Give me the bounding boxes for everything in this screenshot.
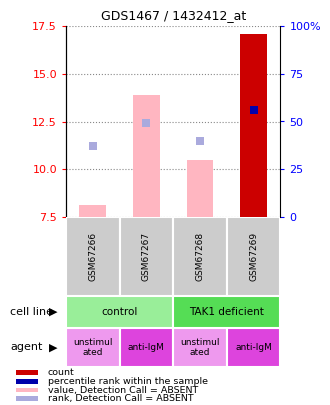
Bar [227,217,280,296]
Text: control: control [101,307,138,317]
Bar [16,396,38,401]
Text: GSM67266: GSM67266 [88,232,97,281]
Text: unstimul
ated: unstimul ated [180,338,220,357]
Bar [173,296,280,328]
Bar [66,296,173,328]
Text: cell line: cell line [10,307,53,317]
Bar [16,388,38,392]
Bar [173,217,227,296]
Bar [16,379,38,384]
Text: value, Detection Call = ABSENT: value, Detection Call = ABSENT [48,386,198,394]
Text: anti-IgM: anti-IgM [128,343,165,352]
Text: GSM67267: GSM67267 [142,232,151,281]
Text: TAK1 deficient: TAK1 deficient [189,307,264,317]
Text: ▶: ▶ [49,342,57,352]
Text: unstimul
ated: unstimul ated [73,338,113,357]
Text: ▶: ▶ [49,307,57,317]
Bar [227,328,280,367]
Bar [173,328,227,367]
Text: agent: agent [10,342,42,352]
Bar [187,160,214,217]
Bar [80,205,106,217]
Bar [119,328,173,367]
Bar [66,328,119,367]
Text: GSM67268: GSM67268 [196,232,205,281]
Title: GDS1467 / 1432412_at: GDS1467 / 1432412_at [101,9,246,22]
Text: anti-IgM: anti-IgM [235,343,272,352]
Bar [16,371,38,375]
Text: GSM67269: GSM67269 [249,232,258,281]
Bar [66,217,119,296]
Bar [133,95,160,217]
Text: count: count [48,369,74,377]
Bar [240,34,267,217]
Text: rank, Detection Call = ABSENT: rank, Detection Call = ABSENT [48,394,193,403]
Bar [240,34,267,217]
Bar [119,217,173,296]
Text: percentile rank within the sample: percentile rank within the sample [48,377,208,386]
